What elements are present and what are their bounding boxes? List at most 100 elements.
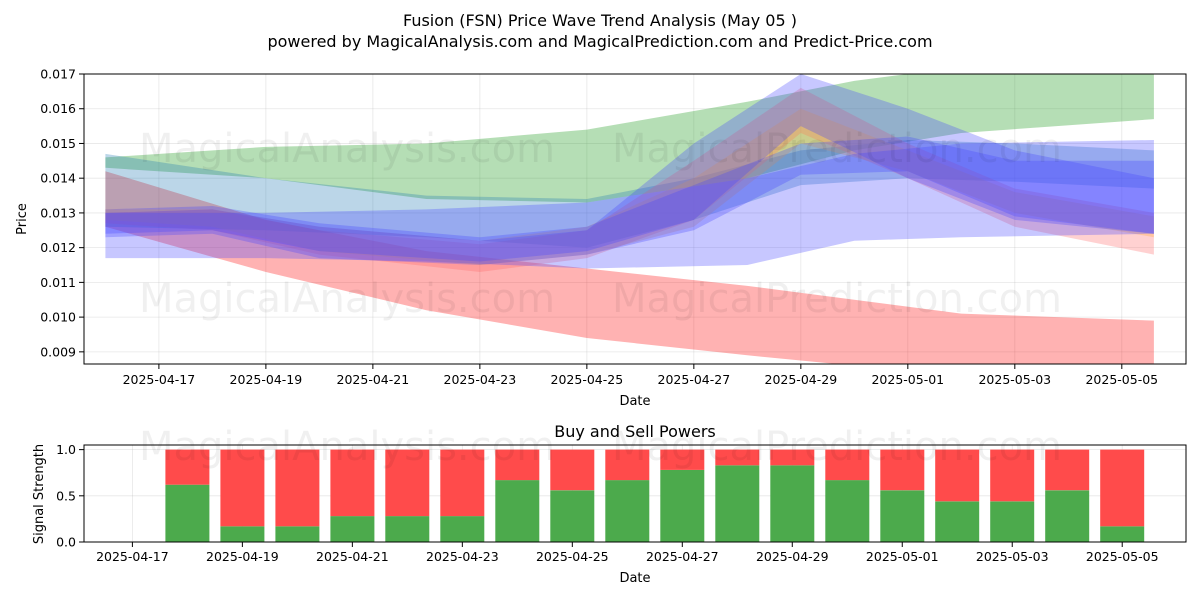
signal-panel: Buy and Sell Powers MagicalAnalysis.com … <box>32 422 1187 586</box>
watermark-3: MagicalAnalysis.com <box>139 276 555 322</box>
price-band-5 <box>105 108 1154 265</box>
buy-bar <box>550 490 595 542</box>
price-x-tick-label: 2025-04-23 <box>444 372 517 387</box>
price-x-tick-label: 2025-05-05 <box>1085 372 1158 387</box>
sell-bar <box>385 449 430 517</box>
price-y-tick-label: 0.012 <box>40 240 76 255</box>
sell-bar <box>715 449 760 466</box>
sell-bar <box>825 449 870 481</box>
buy-bar <box>880 490 925 542</box>
price-x-tick-label: 2025-04-27 <box>658 372 731 387</box>
price-band-7 <box>105 74 1154 262</box>
price-x-ticks: 2025-04-17 2025-04-19 2025-04-21 2025-04-23… <box>123 364 1158 387</box>
sell-bar <box>495 449 540 481</box>
price-y-tick-label: 0.013 <box>40 205 76 220</box>
price-grid <box>84 73 1186 364</box>
sell-bar <box>990 449 1035 502</box>
buy-bar <box>605 480 650 542</box>
price-x-tick-label: 2025-04-17 <box>123 372 196 387</box>
watermark-4: MagicalPrediction.com <box>612 276 1062 322</box>
sell-bar <box>440 449 485 517</box>
buy-bar <box>660 469 705 542</box>
watermarks-bottom: MagicalAnalysis.com MagicalPrediction.co… <box>139 424 1062 470</box>
watermark-5: MagicalAnalysis.com <box>139 424 555 470</box>
sell-bar <box>660 449 705 470</box>
signal-x-tick-label: 2025-04-17 <box>96 549 169 564</box>
chart-title: Fusion (FSN) Price Wave Trend Analysis (… <box>403 11 797 30</box>
buy-bar <box>385 516 430 542</box>
watermark-2: MagicalPrediction.com <box>612 126 1062 172</box>
price-band-6 <box>105 136 1154 265</box>
signal-x-tick-label: 2025-05-03 <box>976 549 1049 564</box>
signal-x-ticks: 2025-04-17 2025-04-19 2025-04-21 2025-04-23… <box>96 542 1159 564</box>
buy-bar <box>220 526 265 542</box>
sell-bar <box>275 449 320 527</box>
price-y-tick-label: 0.014 <box>40 171 76 186</box>
price-y-ticks: 0.009 0.010 0.011 0.012 0.013 0.014 0.015 0.016… <box>40 67 84 359</box>
buy-bar <box>440 516 485 542</box>
buy-bar <box>770 465 815 542</box>
sell-bar <box>220 449 265 527</box>
sell-bar <box>770 449 815 466</box>
buy-bar <box>330 516 375 542</box>
price-x-tick-label: 2025-04-19 <box>230 372 303 387</box>
signal-title: Buy and Sell Powers <box>554 422 716 441</box>
buy-bar <box>715 465 760 542</box>
sell-bar <box>165 449 210 485</box>
price-y-tick-label: 0.016 <box>40 101 76 116</box>
signal-x-tick-label: 2025-04-25 <box>536 549 609 564</box>
signal-y-label: Signal Strength <box>32 444 47 544</box>
sell-bar <box>550 449 595 491</box>
sell-bar <box>330 449 375 517</box>
sell-bar <box>1100 449 1145 527</box>
price-x-tick-label: 2025-04-25 <box>551 372 624 387</box>
price-y-tick-label: 0.010 <box>40 310 76 325</box>
price-x-tick-label: 2025-04-29 <box>765 372 838 387</box>
buy-bar <box>495 480 540 542</box>
buy-bar <box>825 480 870 542</box>
signal-x-tick-label: 2025-04-29 <box>756 549 829 564</box>
buy-bar <box>990 501 1035 542</box>
price-y-tick-label: 0.011 <box>40 275 76 290</box>
signal-y-tick-label: 0.5 <box>56 488 76 503</box>
signal-x-tick-label: 2025-05-01 <box>866 549 939 564</box>
signal-x-tick-label: 2025-04-19 <box>206 549 279 564</box>
buy-bar <box>275 526 320 542</box>
price-band-4 <box>105 87 1154 273</box>
signal-y-ticks: 0.0 0.5 1.0 <box>56 442 84 550</box>
watermark-6: MagicalPrediction.com <box>612 424 1062 470</box>
signal-y-tick-label: 1.0 <box>56 442 76 457</box>
price-y-tick-label: 0.017 <box>40 67 76 82</box>
price-x-tick-label: 2025-05-03 <box>978 372 1051 387</box>
price-band-2 <box>105 171 1154 364</box>
signal-x-tick-label: 2025-04-21 <box>316 549 389 564</box>
sell-bar <box>1045 449 1090 491</box>
signal-x-tick-label: 2025-05-05 <box>1086 549 1159 564</box>
sell-bar <box>605 449 650 481</box>
buy-bar <box>1100 526 1145 542</box>
signal-x-tick-label: 2025-04-23 <box>426 549 499 564</box>
buy-bar <box>935 501 980 542</box>
price-plot-frame <box>83 73 1187 365</box>
signal-plot-frame <box>83 444 1187 543</box>
price-panel: MagicalAnalysis.com MagicalPrediction.co… <box>15 67 1187 409</box>
buy-bar <box>165 484 210 542</box>
price-x-label: Date <box>619 394 650 409</box>
sell-bar <box>880 449 925 491</box>
price-y-tick-label: 0.015 <box>40 136 76 151</box>
buy-bar <box>1045 490 1090 542</box>
signal-x-label: Date <box>619 571 650 586</box>
price-x-tick-label: 2025-04-21 <box>337 372 410 387</box>
signal-bars <box>165 449 1145 542</box>
watermark-1: MagicalAnalysis.com <box>139 126 555 172</box>
chart-subtitle: powered by MagicalAnalysis.com and Magic… <box>267 32 932 51</box>
sell-bar <box>935 449 980 502</box>
price-band-1 <box>105 74 1154 203</box>
price-band-3 <box>105 140 1154 248</box>
watermarks-top: MagicalAnalysis.com MagicalPrediction.co… <box>139 126 1062 322</box>
price-y-label: Price <box>15 203 30 235</box>
price-x-tick-label: 2025-05-01 <box>871 372 944 387</box>
price-bands <box>105 74 1154 364</box>
